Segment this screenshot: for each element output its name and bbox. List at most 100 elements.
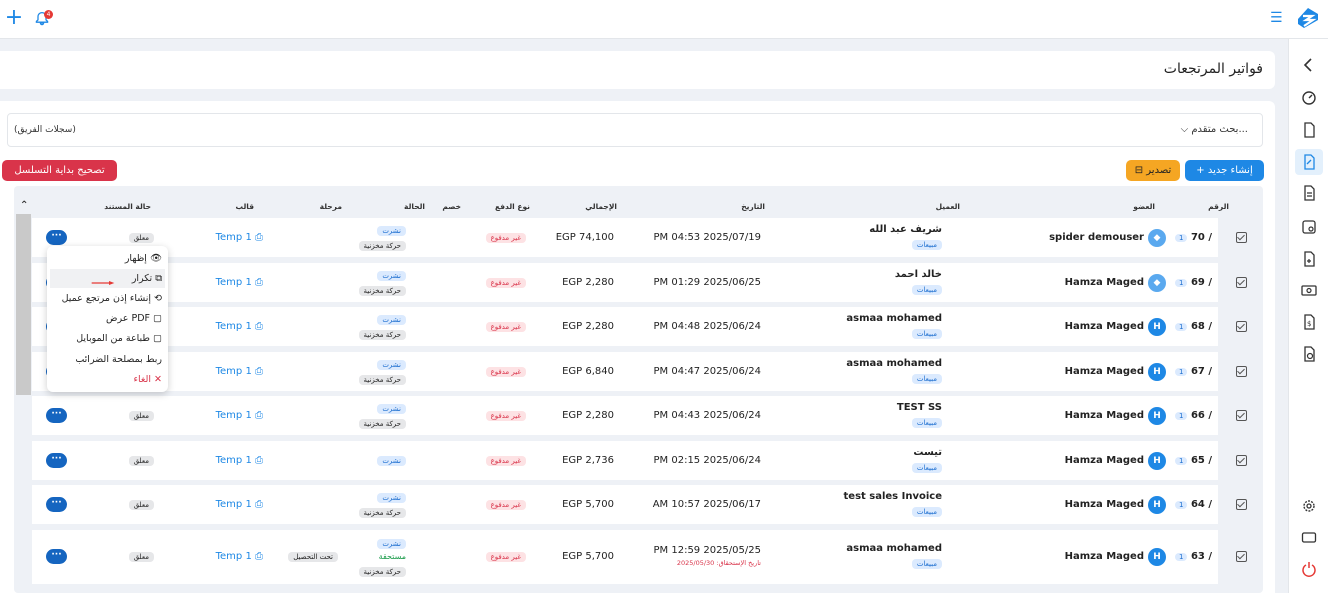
app-logo[interactable] [1296, 7, 1320, 33]
client-name[interactable]: asmaa mohamed [846, 313, 942, 324]
invoice-number[interactable]: 1 66 / [1172, 410, 1212, 421]
client-name[interactable]: تيست [913, 447, 942, 458]
invoice-total: EGP 2,280 [562, 321, 614, 332]
status-published: نشرت [377, 403, 406, 414]
invoice-number[interactable]: 1 63 / [1172, 551, 1212, 562]
client-name[interactable]: asmaa mohamed [846, 543, 942, 554]
member-name: spider demouser [1049, 232, 1144, 243]
row-checkbox[interactable] [1236, 455, 1247, 466]
table-row[interactable]: 1 70 / ◆ spider demouser شريف عبد الله مبيعا… [32, 218, 1247, 257]
eye-icon: 👁 [149, 253, 162, 264]
count-badge: 1 [1174, 323, 1188, 331]
client-name[interactable]: test sales Invoice [843, 491, 943, 502]
return-icon: ⟲ [154, 293, 162, 304]
col-status[interactable]: الحالة [404, 202, 425, 211]
dashboard-icon[interactable] [1299, 88, 1319, 108]
invoice-number[interactable]: 1 64 / [1172, 499, 1212, 510]
scrollbar-thumb[interactable] [16, 214, 31, 395]
row-actions-button[interactable]: ··· [46, 497, 67, 512]
sidebar: $ [1288, 39, 1328, 593]
col-payment-type[interactable]: نوع الدفع [494, 202, 530, 211]
menu-item-create-return-permit[interactable]: إنشاء إذن مرتجع عميل ⟲ [61, 293, 162, 304]
settings-file-icon[interactable] [1299, 217, 1319, 237]
file-text-icon[interactable] [1299, 183, 1319, 203]
sales-tag: مبيعات [911, 284, 942, 295]
row-checkbox[interactable] [1236, 499, 1247, 510]
col-date[interactable]: التاريخ [741, 202, 765, 211]
client-name[interactable]: asmaa mohamed [846, 358, 942, 369]
create-new-button[interactable]: + إنشاء جديد [1185, 160, 1264, 181]
row-checkbox[interactable] [1236, 321, 1247, 332]
table-row[interactable]: 1 64 / H Hamza Maged test sales Invoice مبيع… [32, 485, 1247, 524]
fix-sequence-button[interactable]: تصحيح بداية التسلسل [2, 160, 117, 181]
table-row[interactable]: 1 67 / H Hamza Maged asmaa mohamed مبيعات PM … [32, 352, 1247, 391]
menu-item-show[interactable]: إظهار 👁 [124, 253, 162, 264]
menu-icon[interactable]: ☰ [1270, 10, 1283, 26]
row-checkbox[interactable] [1236, 410, 1247, 421]
report-chart-icon[interactable] [1299, 344, 1319, 364]
col-member[interactable]: العضو [1133, 202, 1155, 211]
table-row[interactable]: 1 66 / H Hamza Maged TEST SS مبيعات PM 04:43 … [32, 396, 1247, 435]
template-link[interactable]: Temp 1 ⎙ [215, 277, 263, 288]
invoice-number[interactable]: 1 65 / [1172, 455, 1212, 466]
invoice-number[interactable]: 1 69 / [1172, 277, 1212, 288]
col-client[interactable]: العميل [935, 202, 960, 211]
template-link[interactable]: Temp 1 ⎙ [215, 551, 263, 562]
template-link[interactable]: Temp 1 ⎙ [215, 321, 263, 332]
row-actions-button[interactable]: ··· [46, 453, 67, 468]
chevron-left-icon[interactable] [1299, 55, 1319, 75]
power-icon[interactable] [1299, 559, 1319, 579]
row-checkbox[interactable] [1236, 366, 1247, 377]
col-number[interactable]: الرقم [1208, 202, 1229, 211]
gear-icon[interactable] [1299, 496, 1319, 516]
advanced-search-bar[interactable]: ⌵ بحث متقدم... (سجلات الفريق) [7, 113, 1263, 147]
table-row[interactable]: 1 68 / H Hamza Maged asmaa mohamed مبيعات PM … [32, 307, 1247, 346]
payment-status: غير مدفوع [485, 277, 526, 288]
row-checkbox[interactable] [1236, 551, 1247, 562]
menu-item-cancel[interactable]: الغاء ✕ [133, 374, 162, 385]
template-link[interactable]: Temp 1 ⎙ [215, 410, 263, 421]
documents-icon[interactable] [1299, 120, 1319, 140]
template-link[interactable]: Temp 1 ⎙ [215, 455, 263, 466]
template-link[interactable]: Temp 1 ⎙ [215, 232, 263, 243]
col-total[interactable]: الإجمالي [585, 202, 617, 211]
table-row[interactable]: 1 69 / ◆ Hamza Maged خالد احمد مبيعات PM 01:2… [32, 263, 1247, 302]
count-badge: 1 [1174, 368, 1188, 376]
row-checkbox[interactable] [1236, 277, 1247, 288]
file-money-icon[interactable]: $ [1299, 312, 1319, 332]
menu-item-duplicate[interactable]: تكرار ⧉ [131, 273, 162, 284]
row-actions-button[interactable]: ··· [46, 408, 67, 423]
invoice-number[interactable]: 1 70 / [1172, 232, 1212, 243]
menu-item-view-pdf[interactable]: عرض PDF ▢ [106, 313, 162, 324]
export-button[interactable]: ⊟ تصدير [1126, 160, 1180, 181]
file-add-icon[interactable] [1299, 249, 1319, 269]
row-actions-button[interactable]: ··· [46, 549, 67, 564]
status-stock-movement: حركة مخزنية [358, 240, 406, 251]
invoice-date: PM 01:29 2025/06/25 [653, 277, 761, 288]
col-template[interactable]: قالب [235, 202, 254, 211]
chevron-up-icon[interactable]: ⌃ [20, 200, 29, 211]
col-stage[interactable]: مرحلة [319, 202, 342, 211]
template-link[interactable]: Temp 1 ⎙ [215, 499, 263, 510]
client-name[interactable]: TEST SS [896, 402, 942, 413]
client-name[interactable]: خالد احمد [894, 269, 942, 280]
table-row[interactable]: 1 65 / H Hamza Maged تيست مبيعات PM 02:15 202… [32, 441, 1247, 480]
row-checkbox[interactable] [1236, 232, 1247, 243]
invoice-date: AM 10:57 2025/06/17 [652, 499, 761, 510]
menu-item-tax-link[interactable]: ربط بمصلحة الضرائب [75, 354, 162, 365]
row-actions-button[interactable]: ··· [46, 230, 67, 245]
add-icon[interactable]: + [4, 5, 24, 30]
col-discount[interactable]: خصم [442, 202, 461, 211]
cash-icon[interactable] [1299, 280, 1319, 300]
avatar-logo-icon: ◆ [1148, 274, 1166, 292]
advanced-search-label[interactable]: ⌵ بحث متقدم... [1180, 124, 1248, 135]
returns-invoice-icon[interactable] [1295, 149, 1323, 175]
col-doc-status[interactable]: حالة المستند [104, 202, 151, 211]
template-link[interactable]: Temp 1 ⎙ [215, 366, 263, 377]
invoice-number[interactable]: 1 67 / [1172, 366, 1212, 377]
invoice-number[interactable]: 1 68 / [1172, 321, 1212, 332]
menu-item-mobile-print[interactable]: طباعة من الموبايل ▢ [76, 333, 162, 344]
monitor-icon[interactable] [1299, 528, 1319, 548]
table-row[interactable]: 1 63 / H Hamza Maged asmaa mohamed مبيعات PM … [32, 530, 1247, 584]
client-name[interactable]: شريف عبد الله [869, 224, 942, 235]
